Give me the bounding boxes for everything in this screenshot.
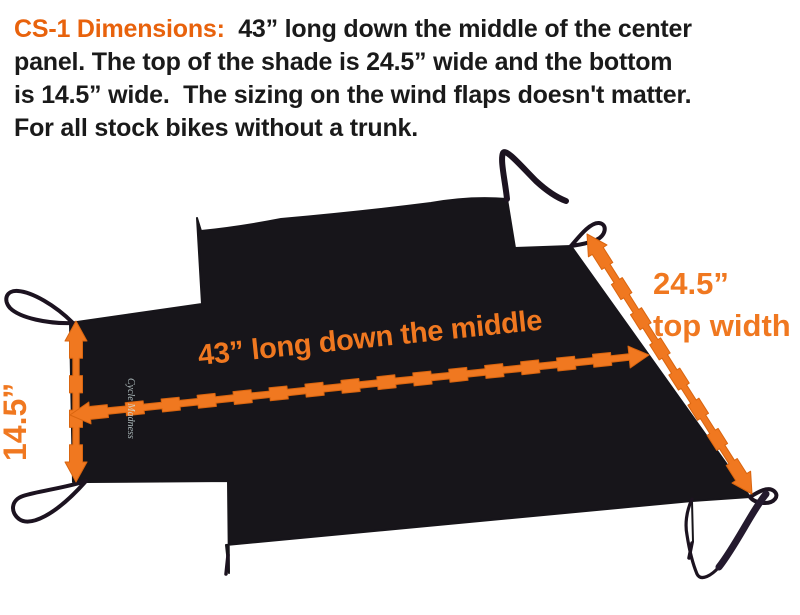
svg-text:24.5”: 24.5” (653, 266, 729, 301)
svg-text:top width: top width (653, 308, 791, 343)
svg-text:Cycle Madness: Cycle Madness (125, 378, 136, 439)
svg-text:14.5”: 14.5” (0, 383, 33, 461)
